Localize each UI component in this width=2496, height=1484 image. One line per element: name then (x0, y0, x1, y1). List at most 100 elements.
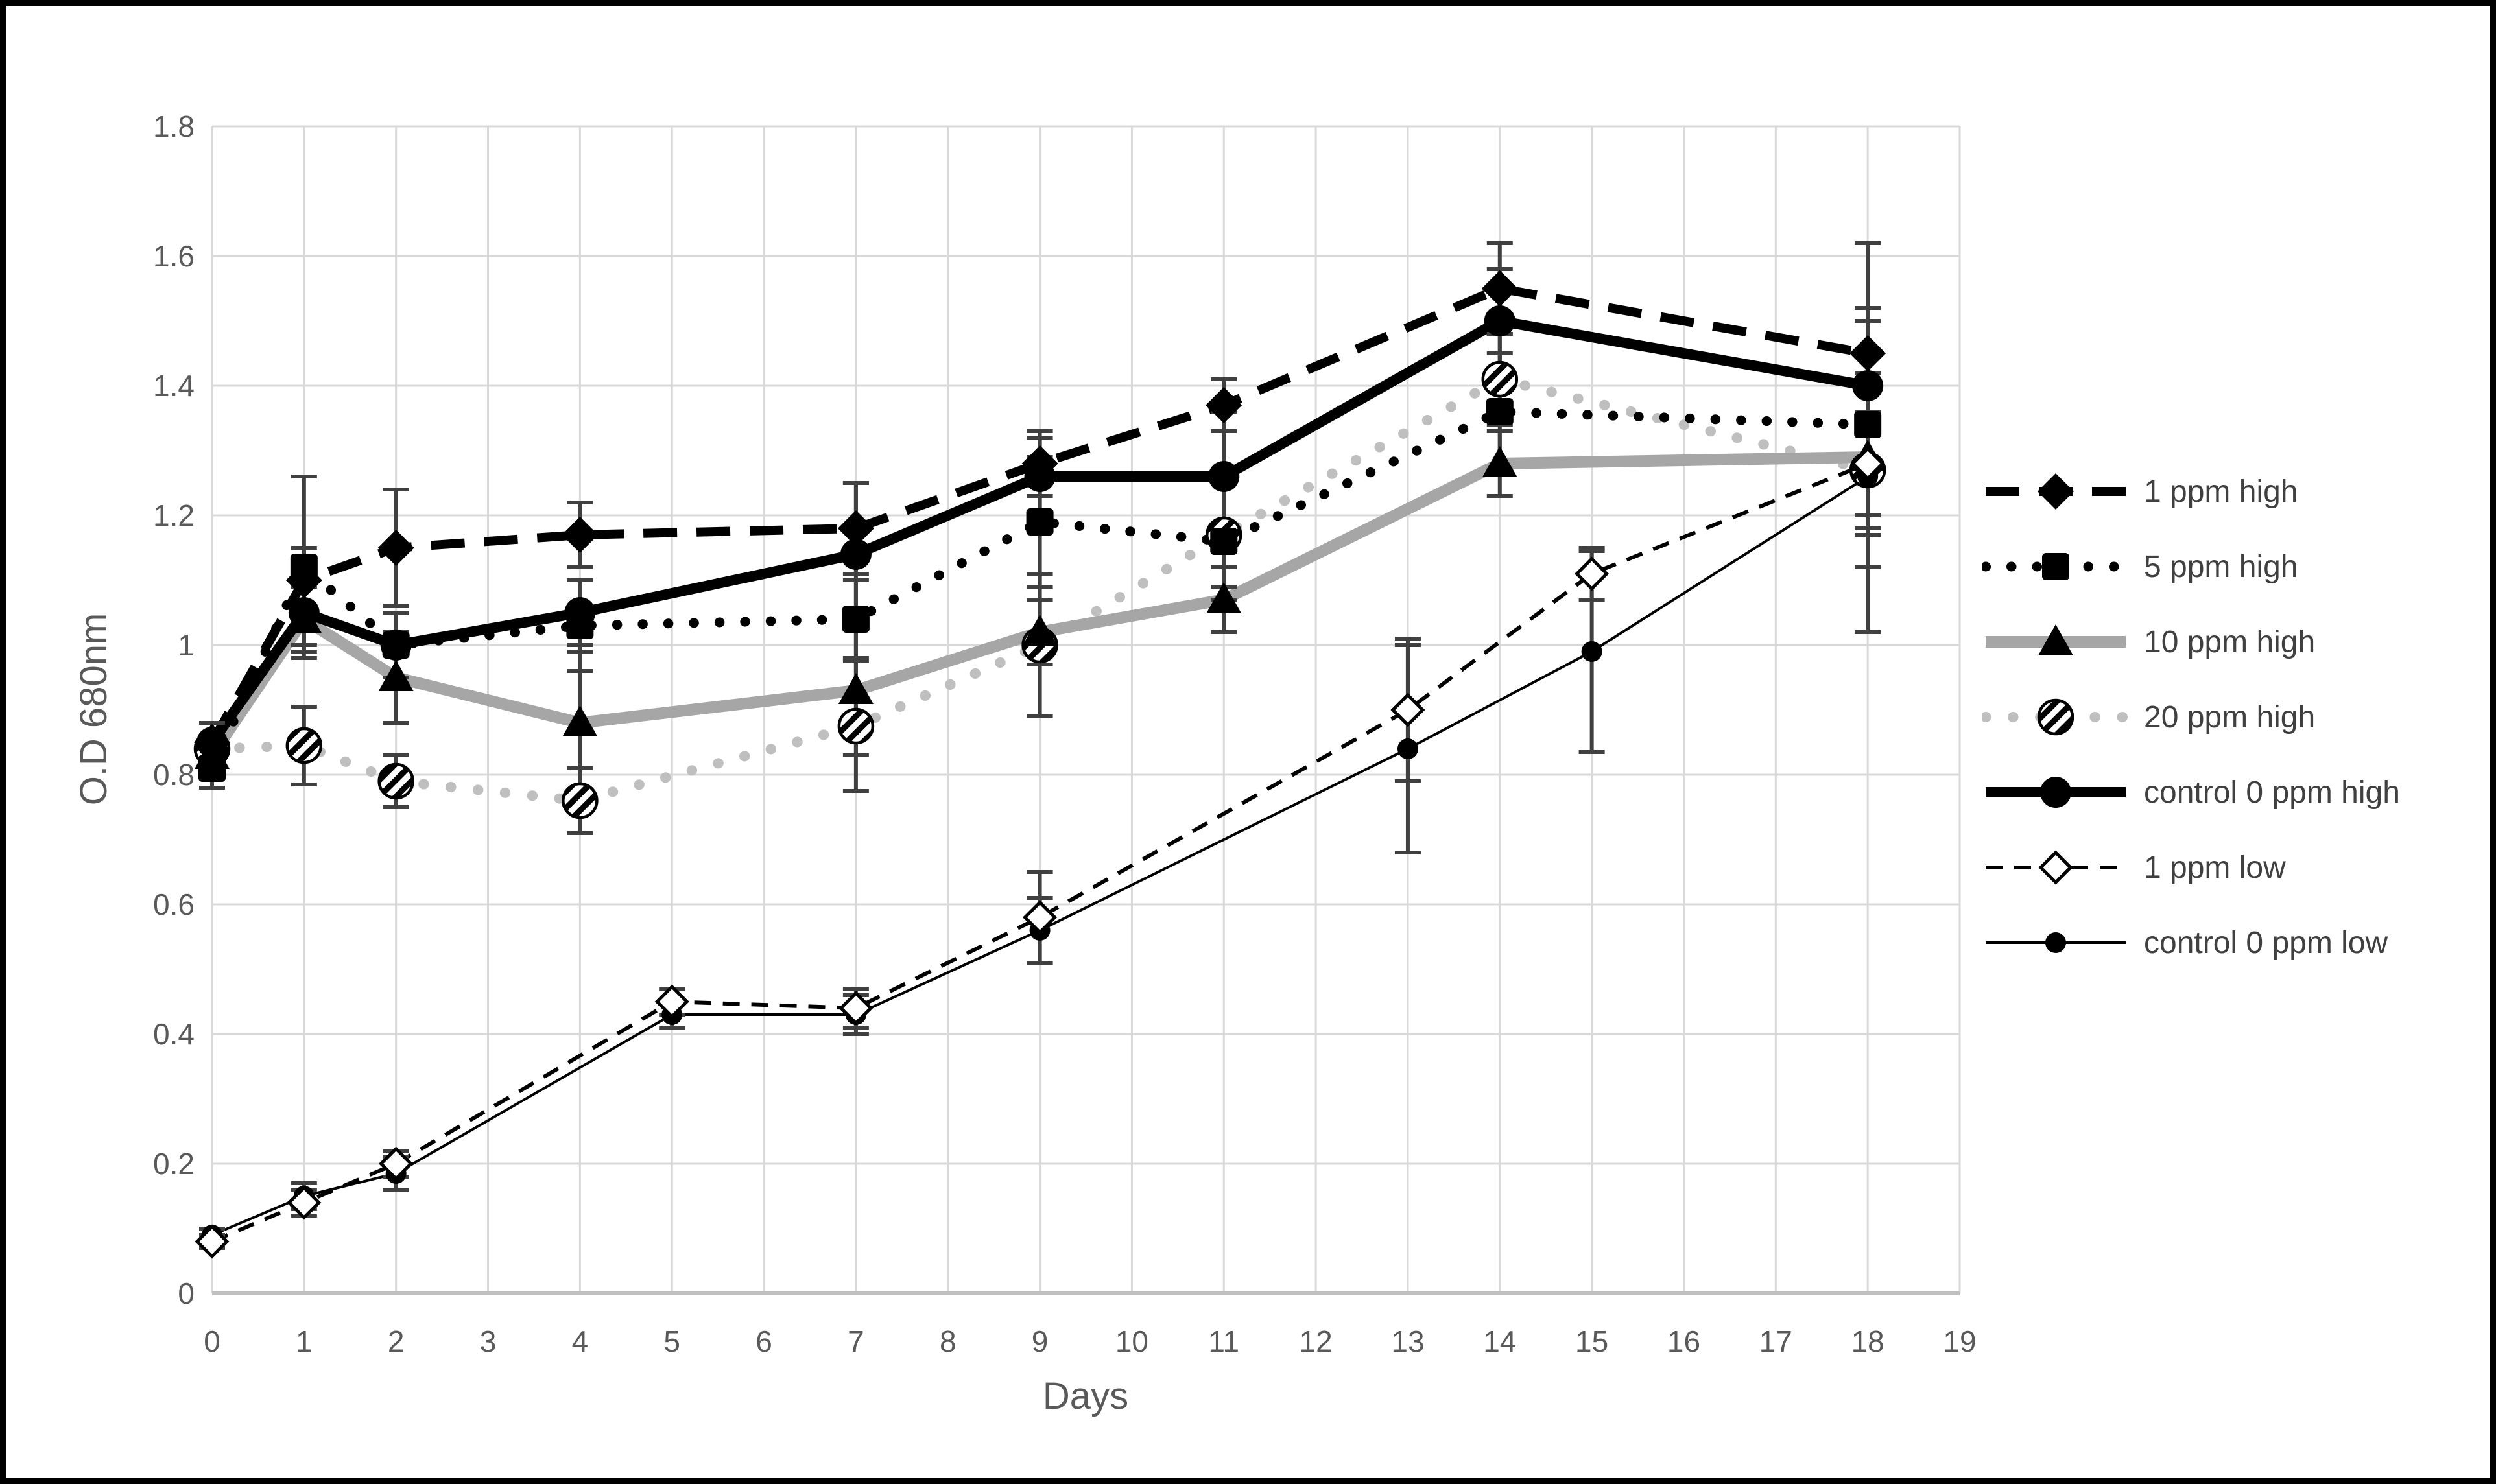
circle-hatched-marker (1481, 360, 1519, 398)
diamond-open-marker (379, 1146, 414, 1181)
series-markers-1-ppm-high (194, 270, 1886, 760)
legend-label: control 0 ppm low (2144, 925, 2388, 960)
legend-marker-square (2042, 553, 2069, 580)
legend-marker-circle (2040, 777, 2071, 808)
circle-marker (288, 597, 320, 628)
series-line-1-ppm-high (208, 283, 1869, 745)
line-5-ppm-high (207, 406, 1873, 773)
y-tick-label-0: 0 (178, 1277, 195, 1310)
diamond-open-marker (1390, 692, 1425, 727)
x-tick-label-19: 19 (1943, 1325, 1976, 1358)
circle-hatched-marker (377, 762, 414, 800)
diamond-marker (1481, 270, 1518, 307)
legend-entry-control-0-ppm-low: control 0 ppm low (1982, 905, 2475, 980)
y-tick-label-1: 1 (178, 628, 195, 662)
square-marker (1026, 508, 1054, 536)
line-1-ppm-high (208, 283, 1869, 745)
line-1-ppm-low (211, 462, 1869, 1243)
circle-marker (1484, 305, 1515, 336)
x-tick-label-11: 11 (1208, 1325, 1239, 1358)
x-tick-label-15: 15 (1575, 1325, 1608, 1358)
diamond-marker (194, 724, 230, 760)
x-tick-label-2: 2 (388, 1325, 405, 1358)
legend-sample-1-ppm-low (1986, 850, 2126, 885)
circle-hatched-marker (837, 707, 875, 745)
x-tick-label-10: 10 (1115, 1325, 1148, 1358)
x-axis-title: Days (1042, 1375, 1129, 1417)
x-tick-label-18: 18 (1851, 1325, 1884, 1358)
legend-label: 20 ppm high (2144, 700, 2316, 735)
circle-marker (840, 539, 872, 570)
legend-label: 1 ppm high (2144, 474, 2298, 509)
legend-sample-10-ppm-high (1986, 624, 2126, 656)
legend-sample-5-ppm-high (1982, 553, 2130, 580)
triangle-marker (562, 705, 598, 737)
circle-marker (380, 630, 412, 661)
circle-marker (1208, 461, 1240, 492)
series-markers-1-ppm-low (195, 446, 1885, 1259)
diamond-open-marker (195, 1224, 230, 1259)
circle-marker (1397, 738, 1418, 759)
square-marker (842, 606, 870, 633)
diamond-marker (1849, 335, 1886, 371)
x-tick-label-9: 9 (1032, 1325, 1049, 1358)
square-marker (1854, 411, 1882, 438)
legend-label: 10 ppm high (2144, 624, 2316, 659)
series-line-20-ppm-high (207, 373, 1873, 807)
legend-entry-1-ppm-low: 1 ppm low (1982, 830, 2475, 905)
diamond-marker (377, 530, 414, 566)
diamond-marker (562, 517, 599, 553)
circle-marker (1581, 641, 1602, 662)
circle-marker (564, 597, 596, 628)
legend-marker-triangle (2038, 624, 2073, 656)
x-tick-label-8: 8 (940, 1325, 957, 1358)
legend-entry-5-ppm-high: 5 ppm high (1982, 529, 2475, 604)
y-tick-label-1.2: 1.2 (153, 499, 195, 532)
legend: 1 ppm high 5 ppm high 10 ppm high 20 ppm hi… (1982, 454, 2475, 980)
line-20-ppm-high (207, 373, 1873, 807)
x-tick-label-4: 4 (572, 1325, 589, 1358)
triangle-marker (1206, 582, 1242, 614)
y-tick-label-1.6: 1.6 (153, 239, 195, 273)
circle-hatched-marker (562, 782, 599, 819)
x-tick-label-5: 5 (663, 1325, 680, 1358)
x-tick-label-17: 17 (1759, 1325, 1792, 1358)
legend-entry-control-0-ppm-high: control 0 ppm high (1982, 755, 2475, 830)
diamond-open-marker (654, 984, 689, 1019)
triangle-marker (1482, 446, 1517, 478)
y-tick-label-0.4: 0.4 (153, 1017, 195, 1051)
y-axis-title: O.D 680nm (73, 613, 115, 806)
series-line-5-ppm-high (207, 406, 1873, 773)
legend-label: control 0 ppm high (2144, 775, 2400, 810)
triangle-marker (1022, 615, 1058, 646)
square-marker (1486, 398, 1514, 425)
legend-sample-1-ppm-high (1986, 473, 2126, 510)
diamond-open-marker (1850, 446, 1885, 481)
circle-hatched-marker (285, 727, 323, 764)
legend-sample-20-ppm-high (1982, 698, 2130, 736)
legend-label: 1 ppm low (2144, 850, 2286, 885)
legend-label: 5 ppm high (2144, 549, 2298, 584)
x-tick-label-6: 6 (755, 1325, 772, 1358)
x-tick-label-7: 7 (848, 1325, 864, 1358)
diamond-open-marker (1023, 900, 1058, 935)
diamond-open-marker (838, 991, 874, 1026)
diamond-marker (1021, 445, 1058, 482)
legend-entry-10-ppm-high: 10 ppm high (1982, 604, 2475, 679)
triangle-marker (378, 660, 414, 692)
legend-sample-control-0-ppm-low (1986, 932, 2126, 953)
legend-marker-circle-hatched (2037, 698, 2074, 736)
diamond-marker (837, 510, 874, 547)
x-tick-label-13: 13 (1391, 1325, 1424, 1358)
x-tick-label-12: 12 (1300, 1325, 1333, 1358)
triangle-marker (838, 673, 874, 705)
diamond-marker (285, 562, 322, 598)
y-tick-label-0.8: 0.8 (153, 758, 195, 792)
diamond-open-marker (1575, 556, 1610, 591)
legend-marker-circle (2045, 932, 2066, 953)
circle-marker (1852, 370, 1884, 401)
x-tick-label-3: 3 (480, 1325, 497, 1358)
legend-sample-control-0-ppm-high (1986, 777, 2126, 808)
